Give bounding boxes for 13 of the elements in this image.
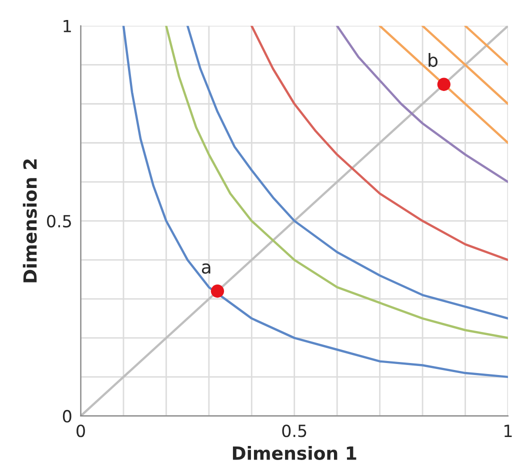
line-series	[250, 26, 508, 262]
x-tick-label: 0	[76, 424, 85, 438]
line-series	[336, 26, 508, 183]
y-tick-label: 1	[64, 20, 71, 32]
y-tick-label: 0	[62, 410, 72, 423]
y-tick-label: 0.5	[47, 214, 71, 228]
line-series	[122, 26, 508, 378]
annotation: a	[202, 263, 210, 274]
x-tick-label: 0.5	[282, 424, 306, 438]
y-axis-title: Dimension 2	[22, 159, 37, 282]
x-axis-title: Dimension 1	[232, 446, 356, 460]
x-tick-label: 1	[504, 424, 512, 437]
annotation: b	[428, 53, 438, 67]
